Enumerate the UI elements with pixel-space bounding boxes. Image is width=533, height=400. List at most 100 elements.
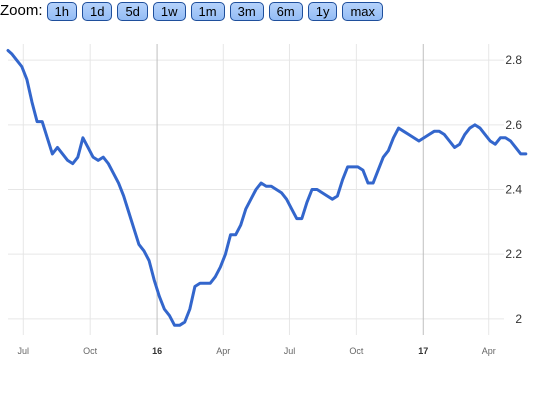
data-point <box>514 146 516 148</box>
y-tick-label: 2.6 <box>505 118 522 132</box>
data-point <box>112 172 114 174</box>
data-point <box>458 143 460 145</box>
data-point <box>61 153 63 155</box>
data-point <box>21 65 23 67</box>
data-point <box>382 156 384 158</box>
data-point <box>509 140 511 142</box>
data-point <box>397 127 399 129</box>
data-point <box>377 169 379 171</box>
zoom-button-1w[interactable]: 1w <box>152 1 186 21</box>
data-point <box>245 208 247 210</box>
data-point <box>464 133 466 135</box>
data-point <box>51 153 53 155</box>
grid-layer <box>8 44 504 335</box>
data-point <box>122 195 124 197</box>
data-point <box>7 49 9 51</box>
data-point <box>36 120 38 122</box>
zoom-button-max[interactable]: max <box>342 1 384 21</box>
data-point <box>163 308 165 310</box>
data-point <box>153 279 155 281</box>
data-point <box>367 182 369 184</box>
data-point <box>428 133 430 135</box>
data-point <box>301 217 303 219</box>
data-point <box>418 140 420 142</box>
x-tick-label: Jul <box>18 346 30 356</box>
data-point <box>499 137 501 139</box>
y-tick-label: 2.4 <box>505 183 522 197</box>
series-line <box>6 48 528 327</box>
data-point <box>87 146 89 148</box>
data-point <box>117 182 119 184</box>
data-point <box>408 133 410 135</box>
data-point <box>82 137 84 139</box>
data-point <box>494 143 496 145</box>
data-point <box>484 133 486 135</box>
data-point <box>392 137 394 139</box>
data-point <box>234 234 236 236</box>
data-point <box>489 140 491 142</box>
data-point <box>504 137 506 139</box>
data-point <box>168 314 170 316</box>
data-point <box>240 224 242 226</box>
y-tick-label: 2 <box>515 312 522 326</box>
x-tick-label: Apr <box>216 346 230 356</box>
data-point <box>194 285 196 287</box>
zoom-button-6m[interactable]: 6m <box>268 1 303 21</box>
data-point <box>92 156 94 158</box>
data-point <box>72 162 74 164</box>
data-point <box>204 282 206 284</box>
data-point <box>66 159 68 161</box>
data-point <box>97 159 99 161</box>
data-point <box>16 59 18 61</box>
x-axis-ticks: Jul Oct 16 Apr Jul Oct 17 Apr <box>18 346 496 356</box>
data-point <box>41 120 43 122</box>
zoom-button-1d[interactable]: 1d <box>81 1 113 21</box>
data-point <box>229 234 231 236</box>
data-point <box>311 188 313 190</box>
data-point <box>479 127 481 129</box>
zoom-bar: Zoom: 1h 1d 5d 1w 1m 3m 6m 1y max <box>0 0 388 22</box>
zoom-button-5d[interactable]: 5d <box>117 1 148 21</box>
data-point <box>255 188 257 190</box>
data-point <box>219 266 221 268</box>
data-point <box>316 188 318 190</box>
data-point <box>474 124 476 126</box>
data-point <box>77 156 79 158</box>
data-point <box>56 146 58 148</box>
data-point <box>525 153 527 155</box>
zoom-label: Zoom: <box>0 2 43 19</box>
data-point <box>250 198 252 200</box>
x-tick-label: Oct <box>349 346 364 356</box>
data-point <box>173 324 175 326</box>
x-tick-label: 16 <box>152 346 162 356</box>
data-point <box>280 192 282 194</box>
zoom-button-3m[interactable]: 3m <box>229 1 264 21</box>
x-tick-label: Oct <box>83 346 98 356</box>
data-point <box>443 133 445 135</box>
data-point <box>341 179 343 181</box>
zoom-button-1m[interactable]: 1m <box>190 1 225 21</box>
zoom-button-1h[interactable]: 1h <box>46 1 77 21</box>
data-point <box>199 282 201 284</box>
data-point <box>453 146 455 148</box>
data-point <box>331 198 333 200</box>
data-point <box>357 166 359 168</box>
data-point <box>285 198 287 200</box>
series-layer <box>6 48 528 327</box>
data-point <box>158 295 160 297</box>
data-point <box>413 137 415 139</box>
y-axis-ticks: 2.8 2.6 2.4 2.2 2 <box>505 53 522 326</box>
data-point <box>448 140 450 142</box>
zoom-button-1y[interactable]: 1y <box>307 1 338 21</box>
data-point <box>469 127 471 129</box>
data-point <box>275 188 277 190</box>
data-point <box>31 101 33 103</box>
data-point <box>184 321 186 323</box>
y-tick-label: 2.8 <box>505 53 522 67</box>
data-point <box>224 253 226 255</box>
data-point <box>402 130 404 132</box>
data-point <box>387 150 389 152</box>
data-point <box>270 185 272 187</box>
data-point <box>362 169 364 171</box>
